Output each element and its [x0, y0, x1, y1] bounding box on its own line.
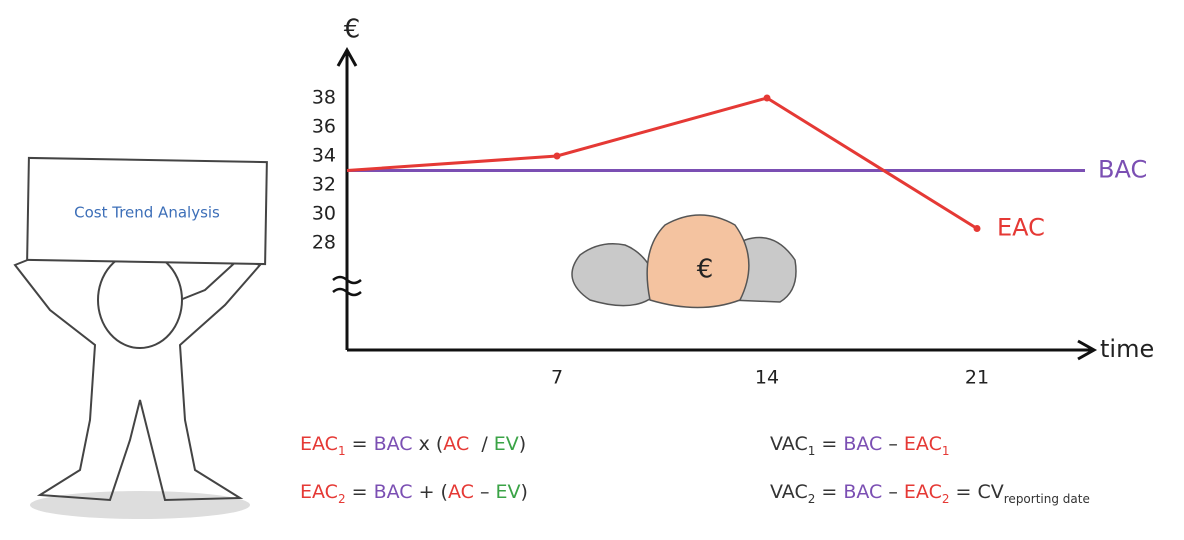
formula: VAC2 = BAC – EAC2 = CVreporting date: [770, 481, 1090, 506]
y-tick-label: 32: [312, 174, 336, 196]
formula-term: BAC: [843, 433, 882, 455]
formula-term: –: [882, 433, 904, 455]
x-axis-label: time: [1100, 335, 1154, 363]
formula-term: VAC: [770, 481, 808, 503]
money-bags: €: [572, 215, 796, 308]
sign-text: Cost Trend Analysis: [74, 204, 220, 222]
point: [764, 95, 771, 102]
axes: [333, 50, 1094, 359]
y-axis-label: €: [344, 15, 361, 45]
formula-term: =: [815, 481, 843, 503]
y-tick-label: 34: [312, 145, 336, 167]
y-tick-label: 36: [312, 116, 336, 138]
page: Cost Trend Analysis € € time 28 30 32 34 36 3…: [0, 0, 1184, 540]
formula-subscript: 1: [338, 444, 346, 458]
formula-term: –: [474, 481, 496, 503]
formula-term: VAC: [770, 433, 808, 455]
formula-subscript: 2: [942, 492, 950, 506]
formula-term: –: [882, 481, 904, 503]
formula-term: EV: [496, 481, 521, 503]
y-tick-label: 28: [312, 232, 336, 254]
x-tick-label: 14: [755, 367, 779, 389]
svg-text:€: €: [697, 255, 714, 285]
x-tick-label: 21: [965, 367, 989, 389]
formula-term: EAC: [904, 481, 942, 503]
formula-term: =: [346, 481, 374, 503]
formula-term: EAC: [904, 433, 942, 455]
formula-term: AC: [443, 433, 469, 455]
formula-term: ): [521, 481, 528, 503]
formula-term: =: [815, 433, 843, 455]
series-label: EAC: [997, 214, 1045, 242]
figure: [15, 252, 260, 519]
formula-subscript: 2: [338, 492, 346, 506]
chart: Cost Trend Analysis € € time 28 30 32 34 36 3…: [0, 0, 1184, 540]
formula-term: + (: [413, 481, 448, 503]
formula-term: EAC: [300, 433, 338, 455]
y-tick-label: 30: [312, 203, 336, 225]
point: [554, 153, 561, 160]
formula-term: BAC: [843, 481, 882, 503]
series-line: [347, 98, 977, 229]
formula-term: =: [346, 433, 374, 455]
formula-term: x (: [413, 433, 444, 455]
formula: VAC1 = BAC – EAC1: [770, 433, 950, 458]
formula-term: AC: [448, 481, 474, 503]
formula-term: EAC: [300, 481, 338, 503]
x-tick-label: 7: [551, 367, 563, 389]
formula-term: ): [519, 433, 526, 455]
formula: EAC1 = BAC x (AC / EV): [300, 433, 526, 458]
y-tick-label: 38: [312, 87, 336, 109]
formula-term: = CV: [950, 481, 1004, 503]
formula: EAC2 = BAC + (AC – EV): [300, 481, 528, 506]
formula-term: /: [469, 433, 494, 455]
formula-term: BAC: [374, 433, 413, 455]
formula-term: BAC: [374, 481, 413, 503]
formula-subscript: reporting date: [1004, 492, 1090, 506]
reference-label: BAC: [1098, 156, 1147, 184]
formula-term: EV: [494, 433, 519, 455]
point: [974, 225, 981, 232]
formula-subscript: 1: [942, 444, 950, 458]
